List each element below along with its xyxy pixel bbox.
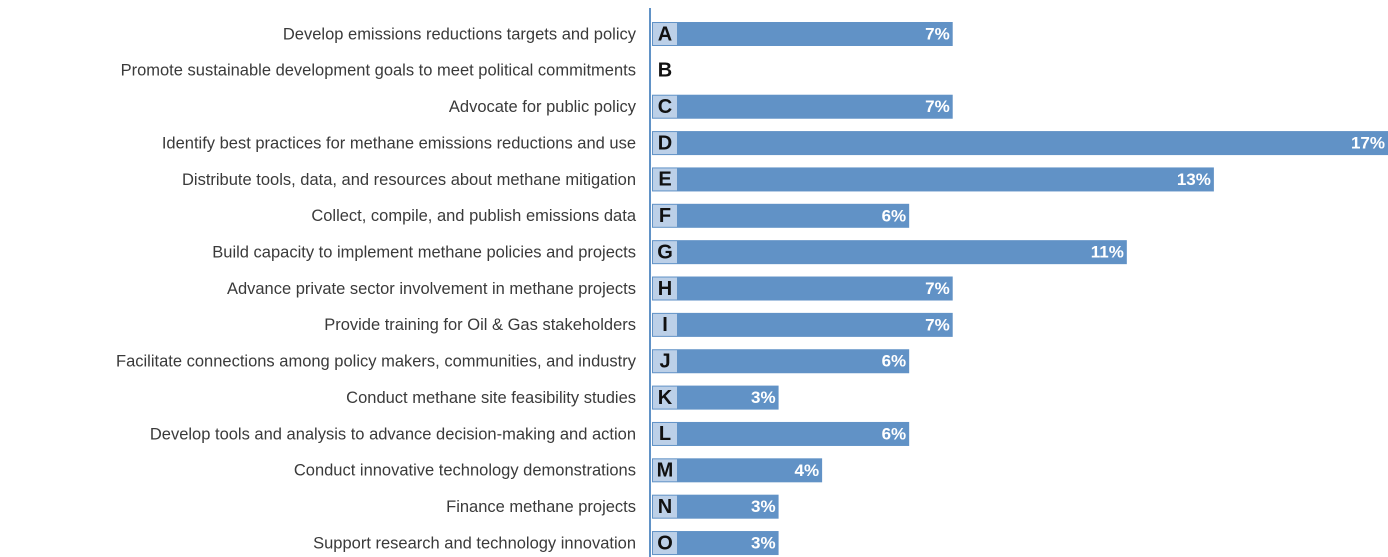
letter-box	[653, 204, 677, 227]
category-label: Facilitate connections among policy make…	[116, 353, 637, 371]
category-label: Provide training for Oil & Gas stakehold…	[324, 316, 636, 334]
letter-box	[653, 313, 677, 336]
category-label: Promote sustainable development goals to…	[121, 62, 636, 80]
value-label: 13%	[1177, 170, 1211, 189]
letter: M	[657, 460, 674, 482]
bar	[652, 131, 1388, 156]
bar	[652, 203, 910, 228]
bar	[652, 458, 823, 483]
bar	[652, 240, 1127, 265]
letter-box	[653, 168, 677, 191]
letter: I	[662, 314, 668, 336]
bar	[652, 349, 910, 374]
letter-box	[653, 23, 677, 45]
letter: B	[658, 60, 672, 82]
value-label: 6%	[882, 206, 907, 225]
category-label: Advocate for public policy	[449, 98, 637, 116]
letter-box	[653, 277, 677, 300]
letter-box	[653, 422, 677, 445]
letter-box	[653, 459, 677, 482]
bar	[652, 312, 953, 337]
value-label: 7%	[925, 279, 950, 298]
value-label: 7%	[925, 24, 950, 43]
letter: N	[658, 496, 672, 518]
letter-box	[653, 132, 677, 155]
letter: C	[658, 96, 672, 118]
letter: F	[659, 205, 671, 227]
value-label: 6%	[882, 424, 907, 443]
letter: L	[659, 423, 671, 445]
category-label: Collect, compile, and publish emissions …	[311, 207, 636, 225]
value-label: 7%	[925, 97, 950, 116]
category-label: Build capacity to implement methane poli…	[212, 244, 636, 262]
category-label: Develop tools and analysis to advance de…	[150, 425, 636, 443]
category-label: Conduct innovative technology demonstrat…	[294, 462, 636, 480]
letter: O	[657, 532, 673, 554]
value-label: 3%	[751, 534, 776, 553]
category-label: Advance private sector involvement in me…	[227, 280, 636, 298]
letter-box	[653, 241, 677, 264]
value-label: 3%	[751, 497, 776, 516]
bar	[652, 94, 953, 119]
value-label: 11%	[1091, 243, 1124, 262]
bar	[652, 167, 1214, 192]
value-label: 3%	[751, 388, 776, 407]
bar	[652, 421, 910, 446]
letter-box	[653, 95, 677, 118]
value-label: 17%	[1351, 134, 1385, 153]
value-label: 4%	[795, 461, 820, 480]
letter: E	[658, 169, 671, 191]
letter-box	[653, 495, 677, 518]
category-label: Support research and technology innovati…	[313, 534, 636, 552]
letter: K	[658, 387, 673, 409]
letter: J	[659, 351, 670, 373]
category-label: Conduct methane site feasibility studies	[346, 389, 636, 407]
letter-box	[653, 386, 677, 409]
value-label: 6%	[882, 352, 907, 371]
letter: A	[658, 23, 672, 45]
letter-box	[653, 532, 677, 555]
category-label: Finance methane projects	[446, 498, 636, 516]
letter-box	[653, 350, 677, 373]
bar	[652, 276, 953, 301]
category-label: Develop emissions reductions targets and…	[283, 25, 637, 43]
value-label: 7%	[925, 315, 950, 334]
letter: H	[658, 278, 672, 300]
bar	[652, 22, 953, 46]
category-label: Identify best practices for methane emis…	[162, 134, 636, 152]
letter: D	[658, 132, 672, 154]
letter: G	[657, 241, 673, 263]
category-label: Distribute tools, data, and resources ab…	[182, 171, 636, 189]
